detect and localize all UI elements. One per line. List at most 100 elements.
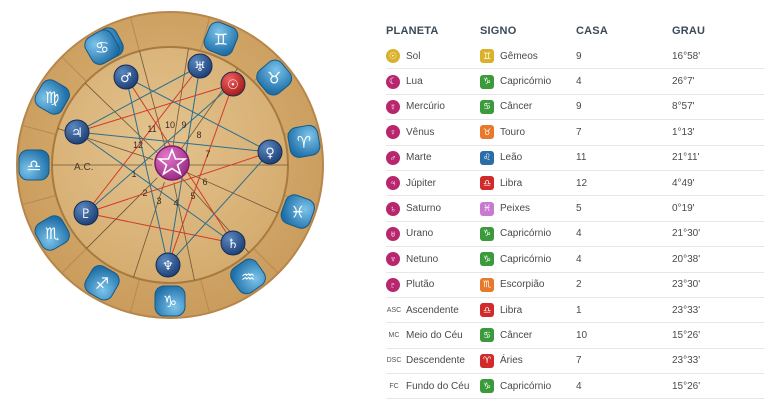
uranus-icon: ♅	[386, 226, 400, 241]
ring-segment-line	[129, 278, 140, 313]
planet-name: Plutão	[406, 279, 435, 291]
sign-name: Câncer	[500, 101, 533, 113]
cell-degree: 23°30'	[672, 279, 701, 291]
planet-name: Mercúrio	[406, 101, 445, 113]
sign-name: Peixes	[500, 203, 531, 215]
sign-name: Capricórnio	[500, 253, 552, 265]
svg-text:♎: ♎	[27, 156, 41, 175]
ring-segment-line	[253, 248, 279, 274]
scorpio-icon: ♏	[34, 215, 70, 251]
svg-text:☉: ☉	[227, 78, 239, 93]
saturn-icon: ♄	[220, 230, 246, 256]
cell-house: 4	[576, 380, 582, 392]
aspect-line	[167, 83, 234, 266]
cell-house: 5	[576, 203, 582, 215]
table-row: ♆ Netuno ♑ Capricórnio 4 20°38'	[386, 247, 764, 273]
house-number: 7	[205, 149, 210, 159]
mars-icon: ♂	[386, 150, 400, 165]
sign-name: Capricórnio	[500, 228, 552, 240]
house-cusp-line	[186, 171, 278, 214]
cell-planet: DSC Descendente	[386, 354, 480, 368]
cell-sign: ♈ Áries	[480, 353, 576, 368]
planet-name: Meio do Céu	[406, 329, 463, 341]
capricorn-icon: ♑	[480, 379, 494, 394]
cell-degree: 23°33'	[672, 355, 701, 367]
svg-text:♊: ♊	[214, 30, 228, 49]
aries-icon: ♈	[287, 124, 321, 158]
ring-segment-line	[129, 17, 140, 52]
venus-icon: ♀	[386, 125, 400, 140]
aspect-line	[85, 212, 234, 244]
cell-planet: FC Fundo do Céu	[386, 379, 480, 393]
planet-name: Fundo do Céu	[406, 380, 470, 392]
mars-icon: ♂	[113, 64, 139, 90]
libra-icon: ♎	[480, 176, 494, 191]
cell-degree: 4°49'	[672, 177, 695, 189]
cell-degree: 21°30'	[672, 228, 701, 240]
cell-planet: ♄ Saturno	[386, 201, 480, 216]
cell-house: 4	[576, 253, 582, 265]
house-number: 10	[165, 120, 175, 130]
header-house: CASA	[576, 25, 608, 37]
house-lines	[52, 48, 288, 281]
cell-house: 11	[576, 152, 587, 164]
neptune-icon: ♆	[155, 252, 181, 278]
planet-name: Sol	[406, 50, 421, 62]
sign-name: Touro	[500, 126, 526, 138]
aspect-line	[76, 83, 234, 133]
table-row: MC Meio do Céu ♋ Câncer 10 15°26'	[386, 323, 764, 349]
house-number: 12	[133, 140, 143, 150]
sign-name: Capricórnio	[500, 76, 552, 88]
cell-sign: ♌ Leão	[480, 150, 576, 165]
pluto-icon: ♇	[386, 277, 400, 292]
sign-name: Leão	[500, 152, 523, 164]
cell-planet: ♆ Netuno	[386, 252, 480, 267]
table-header: PLANETA SIGNO CASA GRAU	[386, 18, 764, 44]
cell-degree: 0°19'	[672, 203, 695, 215]
cell-planet: ♅ Urano	[386, 226, 480, 241]
house-cusp-line	[172, 48, 189, 148]
aspect-line	[167, 151, 271, 266]
ring-segment-line	[61, 56, 87, 82]
aspect-line	[76, 65, 201, 133]
table-row: ♂ Marte ♌ Leão 11 21°11'	[386, 146, 764, 171]
svg-text:♂: ♂	[120, 71, 132, 86]
sign-name: Câncer	[500, 329, 533, 341]
cell-degree: 23°33'	[672, 304, 701, 316]
house-number: 11	[147, 124, 156, 134]
cancer-icon: ♋	[84, 29, 120, 65]
virgo-icon: ♍	[34, 79, 70, 115]
cell-planet: ♃ Júpiter	[386, 176, 480, 191]
svg-text:♐: ♐	[95, 274, 109, 293]
table-row: ASC Ascendente ♎ Libra 1 23°33'	[386, 298, 764, 324]
svg-text:♀: ♀	[265, 146, 275, 161]
planet-name: Descendente	[406, 355, 465, 367]
cell-planet: ☾ Lua	[386, 74, 480, 89]
cell-house: 4	[576, 76, 582, 88]
cell-sign: ♑ Capricórnio	[480, 74, 576, 89]
moon-icon: ☾	[386, 74, 400, 89]
table-row: ♇ Plutão ♏ Escorpião 2 23°30'	[386, 273, 764, 298]
cell-sign: ♎ Libra	[480, 303, 576, 318]
header-sign: SIGNO	[480, 25, 517, 37]
cell-sign: ♉ Touro	[480, 125, 576, 140]
svg-text:♋: ♋	[95, 38, 109, 57]
table-row: ☉ Sol ♊ Gêmeos 9 16°58'	[386, 44, 764, 70]
ring-segment-line	[22, 124, 57, 135]
svg-text:♇: ♇	[80, 207, 92, 222]
cell-degree: 26°7'	[672, 76, 695, 88]
sagittarius-icon: ♐	[84, 265, 120, 301]
planet-name: Ascendente	[406, 304, 459, 316]
table-row: ☾ Lua ♑ Capricórnio 4 26°7'	[386, 69, 764, 95]
uranus-icon: ♅	[187, 53, 213, 79]
table-row: DSC Descendente ♈ Áries 7 23°33'	[386, 349, 764, 375]
aspect-line	[85, 65, 201, 214]
pluto-icon: ♇	[73, 200, 99, 226]
cell-planet: ASC Ascendente	[386, 303, 480, 317]
sign-name: Gêmeos	[500, 50, 538, 62]
cell-degree: 15°26'	[672, 380, 701, 392]
svg-text:♅: ♅	[194, 60, 206, 75]
planet-name: Vênus	[406, 126, 435, 138]
